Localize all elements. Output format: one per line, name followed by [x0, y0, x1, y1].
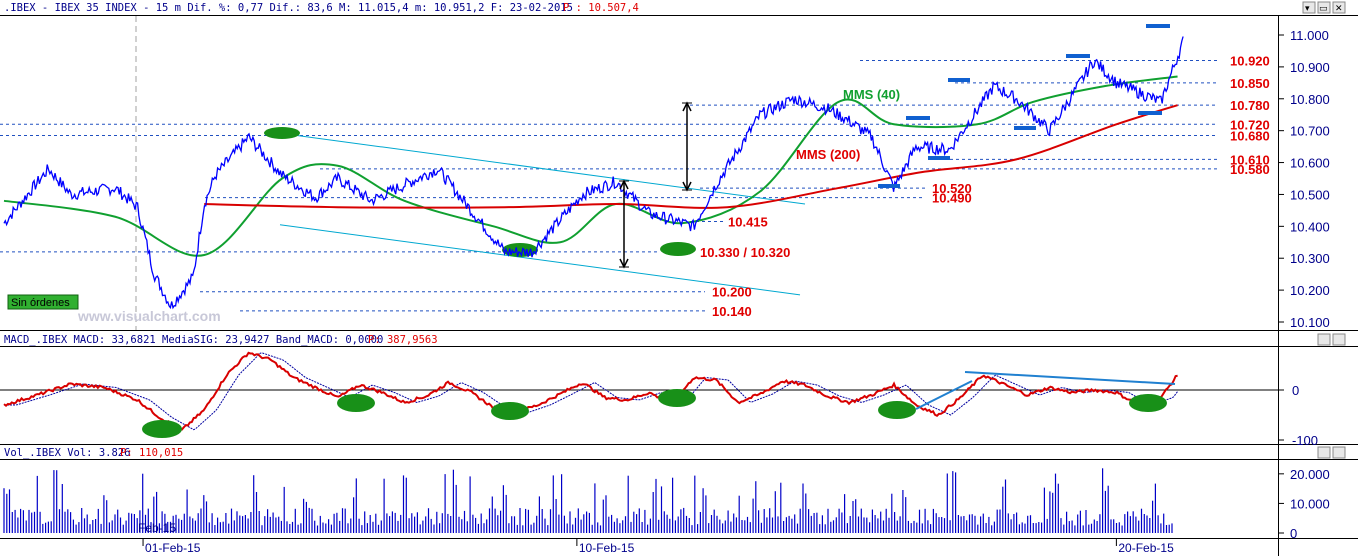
- price-tick-label: 10.600: [1290, 156, 1330, 171]
- volume-close-button[interactable]: [1332, 446, 1346, 459]
- price-tick-label: 10.300: [1290, 251, 1330, 266]
- support-resistance-levels: [0, 16, 1218, 330]
- range-arrow-right-head: [682, 101, 692, 112]
- macd-highlight-ellipse: [491, 402, 529, 420]
- orders-badge-label: Sin órdenes: [11, 297, 70, 309]
- volume-tick-label: 20.000: [1290, 467, 1330, 482]
- macd-tick-label: -100: [1292, 433, 1318, 448]
- level-label: 10.610: [1230, 152, 1270, 167]
- mma200-line: [204, 104, 1178, 209]
- level-label: 10.850: [1230, 76, 1270, 91]
- range-arrow-left-head: [619, 179, 629, 190]
- maximize-button[interactable]: [1317, 1, 1331, 14]
- chevron-down-icon: ▾: [1305, 4, 1310, 14]
- price-tick-label: 11.000: [1290, 28, 1329, 43]
- volume-header-p: P: 110,015: [120, 447, 183, 459]
- orders-badge[interactable]: [7, 294, 79, 310]
- price-header: .IBEX - IBEX 35 INDEX - 15 m Dif. %: 0,7…: [4, 2, 573, 14]
- level-label: 10.920: [1230, 54, 1270, 69]
- level-label: 10.780: [1230, 98, 1270, 113]
- macd-panel: 0 -100: [0, 351, 1318, 448]
- price-tick-label: 10.900: [1290, 60, 1330, 75]
- range-arrow-left-head: [619, 258, 629, 269]
- macd-trend-line: [915, 380, 973, 410]
- level-label: 10.140: [712, 304, 752, 319]
- maximize-icon: ▭: [1319, 4, 1328, 14]
- highlight-ellipse: [264, 127, 300, 139]
- volume-date-tag: Feb-15: [138, 521, 176, 535]
- macd-close-button[interactable]: [1332, 333, 1346, 346]
- price-tick-label: 10.500: [1290, 187, 1330, 202]
- macd-line: [3, 351, 1178, 431]
- level-label: 10.415: [728, 215, 768, 230]
- volume-panel: 20.000 10.000 0 Feb-15: [3, 467, 1330, 541]
- level-label: 10.520: [932, 181, 972, 196]
- macd-trend-line: [964, 371, 1176, 385]
- macd-highlight-ellipse: [337, 394, 375, 412]
- macd-header-p: P: 387,9563: [368, 334, 438, 346]
- level-label: 10.200: [712, 285, 752, 300]
- volume-tick-label: 0: [1290, 526, 1297, 541]
- trend-line: [284, 133, 806, 205]
- price-header-p: P : 10.507,4: [563, 2, 639, 14]
- price-tick-label: 10.800: [1290, 92, 1330, 107]
- macd-highlight-ellipse: [142, 420, 182, 438]
- trend-line: [279, 224, 801, 296]
- price-tick-label: 10.100: [1290, 315, 1330, 330]
- price-tick-label: 10.400: [1290, 219, 1330, 234]
- annotation-markers: [619, 24, 1170, 269]
- close-icon: ✕: [1335, 4, 1343, 14]
- price-series: [3, 36, 1184, 310]
- volume-maximize-button[interactable]: [1317, 446, 1331, 459]
- macd-highlight-ellipse: [658, 389, 696, 407]
- mma200-label: MMS (200): [796, 147, 860, 162]
- macd-signal-line: [4, 352, 1178, 431]
- highlight-ellipse: [660, 242, 696, 256]
- level-label: 10.330 / 10.320: [700, 245, 790, 260]
- price-axis: 11.000 10.900 10.800 10.700 10.600 10.500 10.4…: [1279, 28, 1330, 330]
- price-line: [3, 36, 1184, 310]
- date-tick-label: 20-Feb-15: [1118, 541, 1174, 555]
- close-button[interactable]: [1332, 1, 1346, 14]
- date-tick-label: 10-Feb-15: [579, 541, 635, 555]
- macd-maximize-button[interactable]: [1317, 333, 1331, 346]
- level-label: 10.490: [932, 191, 972, 206]
- level-label: 10.720: [1230, 117, 1270, 132]
- volume-tick-label: 10.000: [1290, 496, 1330, 511]
- mma40-label: MMS (40): [843, 87, 900, 102]
- date-axis: 01-Feb-15 10-Feb-15 20-Feb-15: [142, 539, 1174, 555]
- volume-header: Vol_.IBEX Vol: 3.826: [4, 447, 130, 459]
- level-label: 10.680: [1230, 128, 1270, 143]
- window-buttons[interactable]: ▾ ▭ ✕: [1302, 1, 1346, 459]
- dropdown-button[interactable]: [1302, 1, 1316, 14]
- level-label: 10.580: [1230, 162, 1270, 177]
- price-tick-label: 10.200: [1290, 283, 1330, 298]
- moving-averages: [3, 75, 1178, 257]
- watermark: www.visualchart.com: [77, 308, 221, 324]
- trend-channel: [279, 133, 806, 296]
- macd-highlight-ellipse: [878, 401, 916, 419]
- macd-header: MACD_.IBEX MACD: 33,6821 MediaSIG: 23,94…: [4, 334, 383, 346]
- range-arrow-right-head: [682, 181, 692, 192]
- level-labels: 10.92010.85010.78010.72010.68010.61010.5…: [700, 54, 1270, 319]
- macd-tick-label: 0: [1292, 383, 1299, 398]
- macd-highlight-ellipse: [1129, 394, 1167, 412]
- price-tick-label: 10.700: [1290, 124, 1330, 139]
- date-tick-label: 01-Feb-15: [145, 541, 201, 555]
